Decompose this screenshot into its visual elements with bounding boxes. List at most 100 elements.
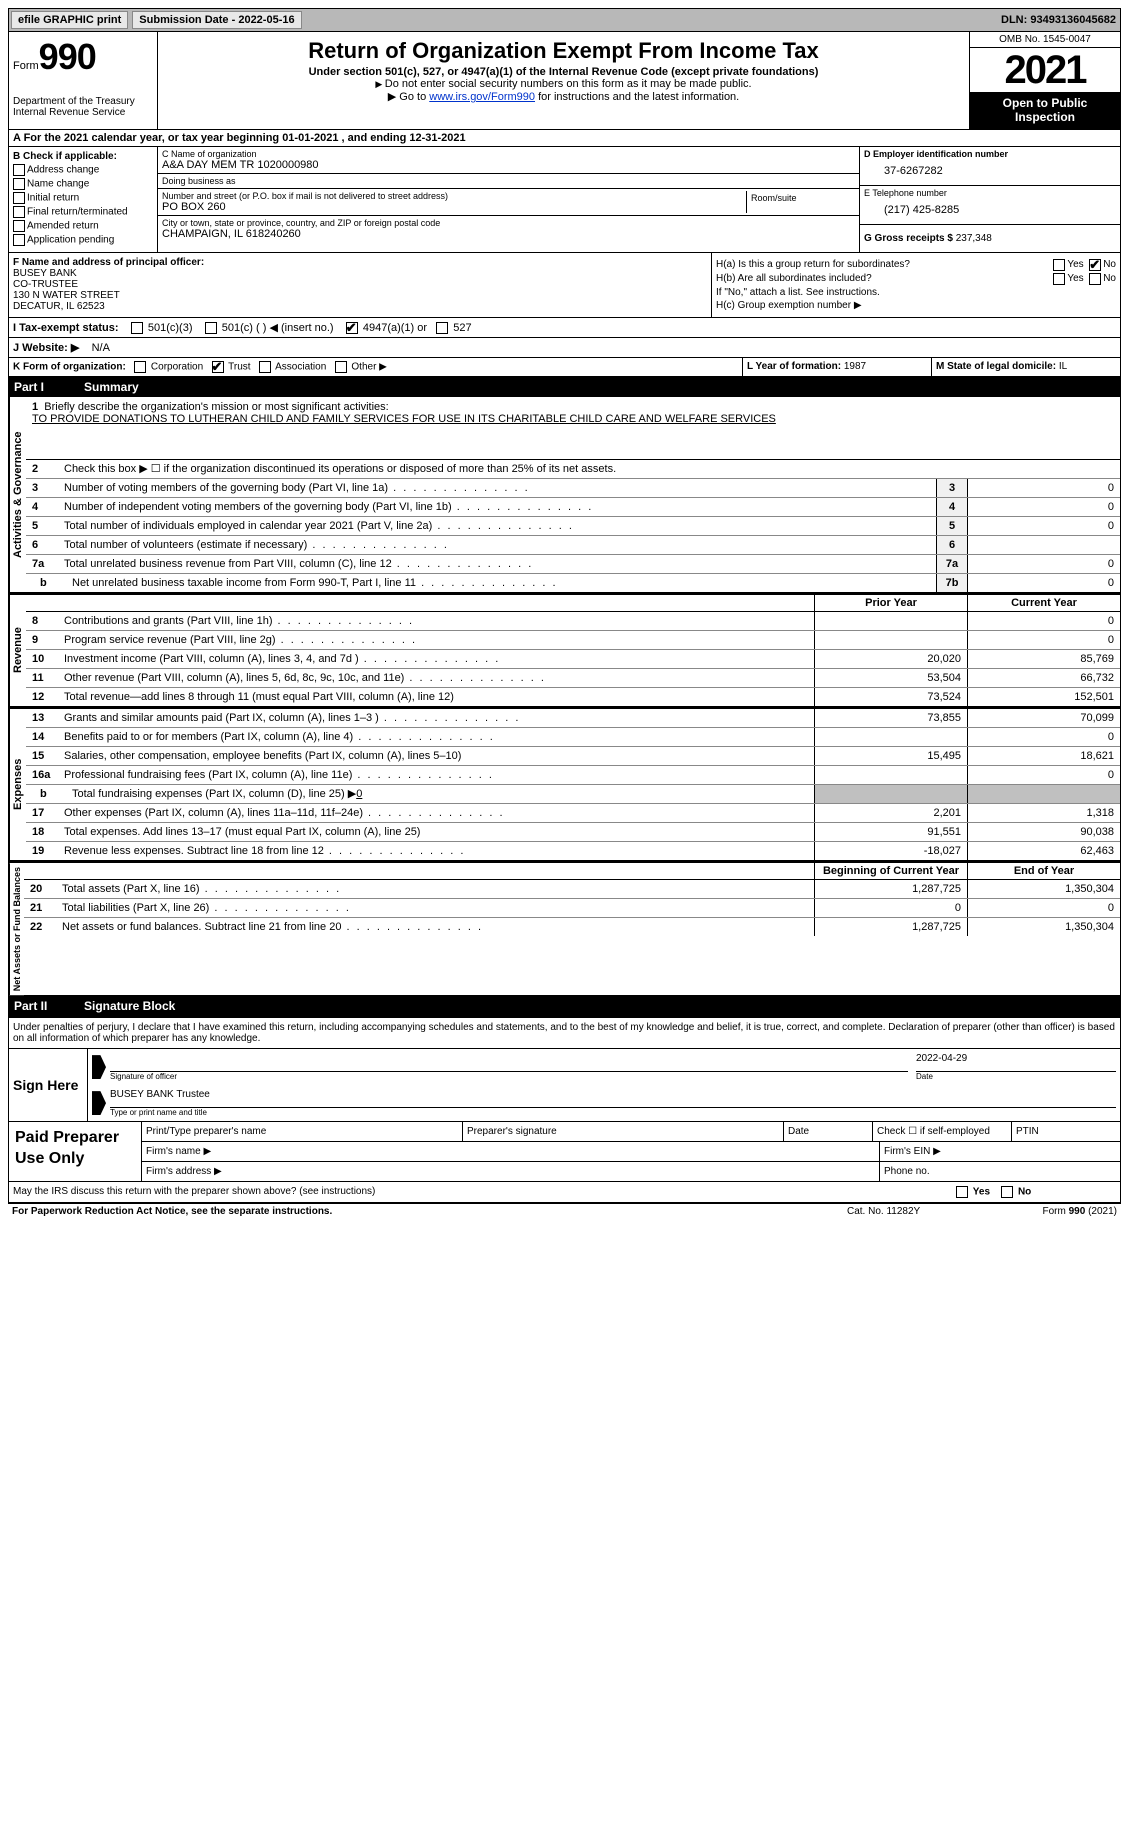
cb-assoc[interactable] — [259, 361, 271, 373]
line-7b: bNet unrelated business taxable income f… — [26, 574, 1120, 592]
part1-header: Part I Summary — [8, 377, 1121, 397]
section-bcd: B Check if applicable: Address change Na… — [8, 147, 1121, 253]
side-label-revenue: Revenue — [9, 595, 26, 706]
part1-netassets: Net Assets or Fund Balances Beginning of… — [8, 861, 1121, 996]
netassets-col-headers: Beginning of Current Year End of Year — [24, 863, 1120, 880]
paid-preparer-label: Paid Preparer Use Only — [9, 1122, 141, 1181]
row-i-tax-exempt: I Tax-exempt status: 501(c)(3) 501(c) ( … — [8, 318, 1121, 338]
ha-yes[interactable] — [1053, 259, 1065, 271]
part2-header: Part II Signature Block — [8, 996, 1121, 1016]
cb-501c3[interactable] — [131, 322, 143, 334]
signature-section: Under penalties of perjury, I declare th… — [8, 1016, 1121, 1203]
cat-number: Cat. No. 11282Y — [847, 1206, 997, 1217]
part1-revenue: Revenue Prior Year Current Year 8Contrib… — [8, 593, 1121, 707]
line-15: 15Salaries, other compensation, employee… — [26, 747, 1120, 766]
efile-print-button[interactable]: efile GRAPHIC print — [11, 11, 128, 29]
netassets-content: Beginning of Current Year End of Year 20… — [24, 863, 1120, 995]
form-990-page: efile GRAPHIC print Submission Date - 20… — [0, 0, 1129, 1227]
ein-value: 37-6267282 — [864, 159, 1116, 183]
cb-527[interactable] — [436, 322, 448, 334]
submission-date-button[interactable]: Submission Date - 2022-05-16 — [132, 11, 301, 29]
line-7a: 7aTotal unrelated business revenue from … — [26, 555, 1120, 574]
column-d: D Employer identification number 37-6267… — [859, 147, 1120, 252]
column-b: B Check if applicable: Address change Na… — [9, 147, 158, 252]
officer-name: BUSEY BANK — [13, 268, 707, 279]
cb-corp[interactable] — [134, 361, 146, 373]
cb-4947[interactable] — [346, 322, 358, 334]
street-address: PO BOX 260 — [162, 201, 746, 213]
gross-receipts-cell: G Gross receipts $ 237,348 — [860, 225, 1120, 246]
hb-row: H(b) Are all subordinates included? Yes … — [716, 273, 1116, 285]
line-11: 11Other revenue (Part VIII, column (A), … — [26, 669, 1120, 688]
irs-link[interactable]: www.irs.gov/Form990 — [429, 91, 535, 103]
preparer-row-1: Print/Type preparer's name Preparer's si… — [142, 1122, 1120, 1142]
ein-cell: D Employer identification number 37-6267… — [860, 147, 1120, 186]
printed-name: BUSEY BANK Trustee — [110, 1089, 1116, 1108]
mission-text: TO PROVIDE DONATIONS TO LUTHERAN CHILD A… — [32, 413, 1114, 427]
cb-trust[interactable] — [212, 361, 224, 373]
line-8: 8Contributions and grants (Part VIII, li… — [26, 612, 1120, 631]
line-21: 21Total liabilities (Part X, line 26) 00 — [24, 899, 1120, 918]
governance-content: 1 Briefly describe the organization's mi… — [26, 397, 1120, 592]
hb-no[interactable] — [1089, 273, 1101, 285]
cb-app-pending[interactable]: Application pending — [13, 234, 153, 246]
section-fh: F Name and address of principal officer:… — [8, 253, 1121, 318]
side-label-governance: Activities & Governance — [9, 397, 26, 592]
line-5: 5Total number of individuals employed in… — [26, 517, 1120, 536]
dln: DLN: 93493136045682 — [997, 14, 1120, 26]
line-9: 9Program service revenue (Part VIII, lin… — [26, 631, 1120, 650]
line-3: 3Number of voting members of the governi… — [26, 479, 1120, 498]
part1-expenses: Expenses 13Grants and similar amounts pa… — [8, 707, 1121, 861]
phone-value: (217) 425-8285 — [864, 198, 1116, 222]
sig-date: 2022-04-29 — [916, 1053, 1116, 1072]
line-4: 4Number of independent voting members of… — [26, 498, 1120, 517]
inspection-label: Open to Public Inspection — [970, 92, 1120, 129]
irs-label: Internal Revenue Service — [13, 107, 153, 118]
line-20: 20Total assets (Part X, line 16) 1,287,7… — [24, 880, 1120, 899]
gross-receipts: 237,348 — [956, 233, 992, 244]
line-6: 6Total number of volunteers (estimate if… — [26, 536, 1120, 555]
preparer-row-2: Firm's name ▶ Firm's EIN ▶ — [142, 1142, 1120, 1162]
form-number: Form990 — [13, 36, 153, 78]
cb-initial-return[interactable]: Initial return — [13, 192, 153, 204]
arrow-icon — [92, 1055, 106, 1079]
dept-treasury: Department of the Treasury — [13, 96, 153, 107]
cb-address-change[interactable]: Address change — [13, 164, 153, 176]
expenses-content: 13Grants and similar amounts paid (Part … — [26, 709, 1120, 860]
website-value: N/A — [92, 342, 110, 354]
row-l: L Year of formation: 1987 — [743, 358, 932, 376]
cb-name-change[interactable]: Name change — [13, 178, 153, 190]
footer: For Paperwork Reduction Act Notice, see … — [8, 1203, 1121, 1219]
perjury-statement: Under penalties of perjury, I declare th… — [9, 1018, 1120, 1048]
topbar: efile GRAPHIC print Submission Date - 20… — [8, 8, 1121, 32]
omb-number: OMB No. 1545-0047 — [970, 32, 1120, 48]
part1-governance: Activities & Governance 1 Briefly descri… — [8, 397, 1121, 593]
line-10: 10Investment income (Part VIII, column (… — [26, 650, 1120, 669]
line-17: 17Other expenses (Part IX, column (A), l… — [26, 804, 1120, 823]
ha-row: H(a) Is this a group return for subordin… — [716, 259, 1116, 271]
row-m: M State of legal domicile: IL — [932, 358, 1120, 376]
hb-yes[interactable] — [1053, 273, 1065, 285]
cb-other[interactable] — [335, 361, 347, 373]
may-no[interactable] — [1001, 1186, 1013, 1198]
column-c: C Name of organization A&A DAY MEM TR 10… — [158, 147, 859, 252]
ssn-note: Do not enter social security numbers on … — [164, 78, 963, 90]
pra-notice: For Paperwork Reduction Act Notice, see … — [12, 1206, 847, 1217]
row-j-website: J Website: ▶ N/A — [8, 338, 1121, 358]
row-a-calendar-year: A For the 2021 calendar year, or tax yea… — [8, 130, 1121, 147]
line-18: 18Total expenses. Add lines 13–17 (must … — [26, 823, 1120, 842]
signature-line[interactable] — [110, 1053, 908, 1072]
preparer-row-3: Firm's address ▶ Phone no. — [142, 1162, 1120, 1181]
may-yes[interactable] — [956, 1186, 968, 1198]
address-cell: Number and street (or P.O. box if mail i… — [158, 189, 859, 216]
cb-final-return[interactable]: Final return/terminated — [13, 206, 153, 218]
ha-no[interactable] — [1089, 259, 1101, 271]
row-k: K Form of organization: Corporation Trus… — [9, 358, 743, 376]
cb-501c[interactable] — [205, 322, 217, 334]
hc-row: H(c) Group exemption number ▶ — [716, 300, 1116, 311]
line-12: 12Total revenue—add lines 8 through 11 (… — [26, 688, 1120, 706]
line-13: 13Grants and similar amounts paid (Part … — [26, 709, 1120, 728]
phone-cell: E Telephone number (217) 425-8285 — [860, 186, 1120, 225]
cb-amended[interactable]: Amended return — [13, 220, 153, 232]
sign-here-label: Sign Here — [9, 1049, 88, 1121]
